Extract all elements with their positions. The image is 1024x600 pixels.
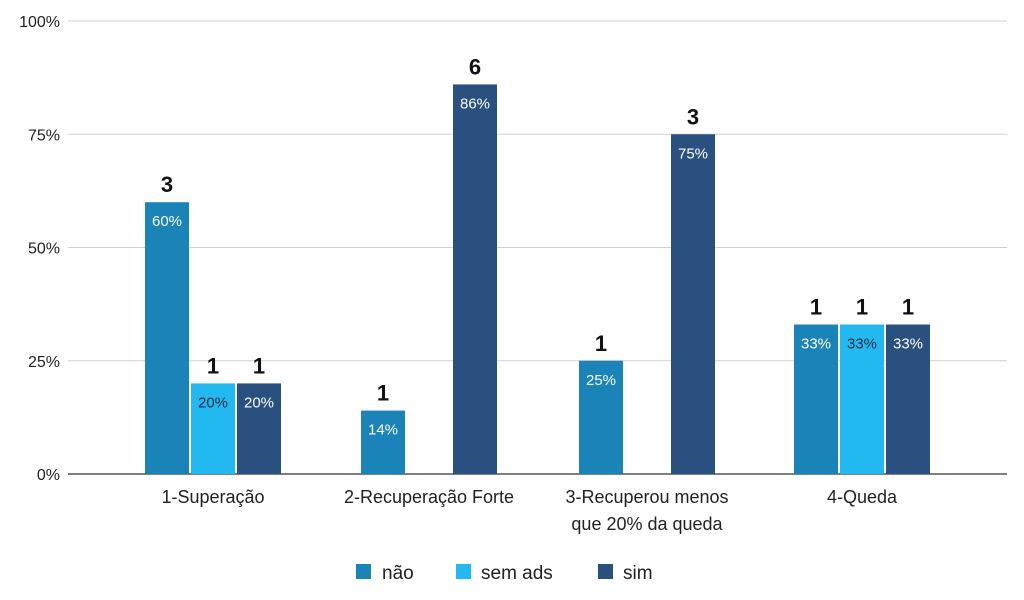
x-category-label: que 20% da queda [571, 514, 723, 534]
bar [579, 360, 623, 474]
bar [191, 383, 235, 474]
bar [886, 324, 930, 474]
legend-swatch [598, 564, 613, 579]
bar-count-label: 6 [469, 54, 481, 79]
bar-count-label: 1 [253, 353, 265, 378]
bar-count-label: 1 [595, 331, 607, 356]
bar-value-label: 86% [460, 95, 490, 112]
bar-value-label: 33% [847, 336, 877, 353]
legend-swatch [356, 564, 371, 579]
bar-value-label: 33% [801, 336, 831, 353]
legend-item: sem ads [456, 563, 553, 584]
x-category-label: 3-Recuperou menos [565, 487, 728, 507]
y-tick-label: 0% [37, 467, 60, 484]
bar-value-label: 33% [893, 336, 923, 353]
bar-count-label: 3 [161, 172, 173, 197]
x-axis: 1-Superação 2-Recuperação Forte 3-Recupero… [161, 487, 898, 534]
bar-value-label: 14% [368, 422, 398, 439]
bar-value-label: 60% [152, 213, 182, 230]
x-category-label: 2-Recuperação Forte [344, 487, 514, 507]
legend-label: sem ads [481, 563, 553, 584]
bar [840, 324, 884, 474]
bar [237, 383, 281, 474]
x-category-label: 1-Superação [161, 487, 264, 507]
legend-swatch [456, 564, 471, 579]
y-tick-label: 75% [28, 127, 60, 144]
bar-count-label: 1 [902, 295, 914, 320]
bar [361, 410, 405, 474]
legend: não sem ads sim [356, 563, 653, 584]
y-axis: 0% 25% 50% 75% 100% [19, 14, 60, 484]
bar [794, 324, 838, 474]
bar-value-label: 20% [198, 394, 228, 411]
legend-item: sim [598, 563, 653, 584]
bar-value-label: 20% [244, 394, 274, 411]
legend-item: não [356, 563, 414, 584]
bar-count-label: 1 [856, 295, 868, 320]
bar-value-label: 75% [678, 145, 708, 162]
y-tick-label: 25% [28, 354, 60, 371]
bar [145, 202, 189, 474]
x-category-label: 4-Queda [827, 487, 898, 507]
y-tick-label: 100% [19, 14, 60, 31]
bar [453, 84, 497, 475]
bar-count-label: 3 [687, 104, 699, 129]
bar [671, 134, 715, 474]
legend-label: não [382, 563, 414, 584]
y-tick-label: 50% [28, 241, 60, 258]
bar-count-label: 1 [207, 353, 219, 378]
bar-count-label: 1 [377, 381, 389, 406]
legend-label: sim [623, 563, 653, 584]
bars: 60% 3 20% 1 20% 1 14% 1 86% 6 25% 1 75% 3 33% 1 33% 1 33% 1 [145, 54, 930, 475]
bar-value-label: 25% [586, 372, 616, 389]
bar-count-label: 1 [810, 295, 822, 320]
